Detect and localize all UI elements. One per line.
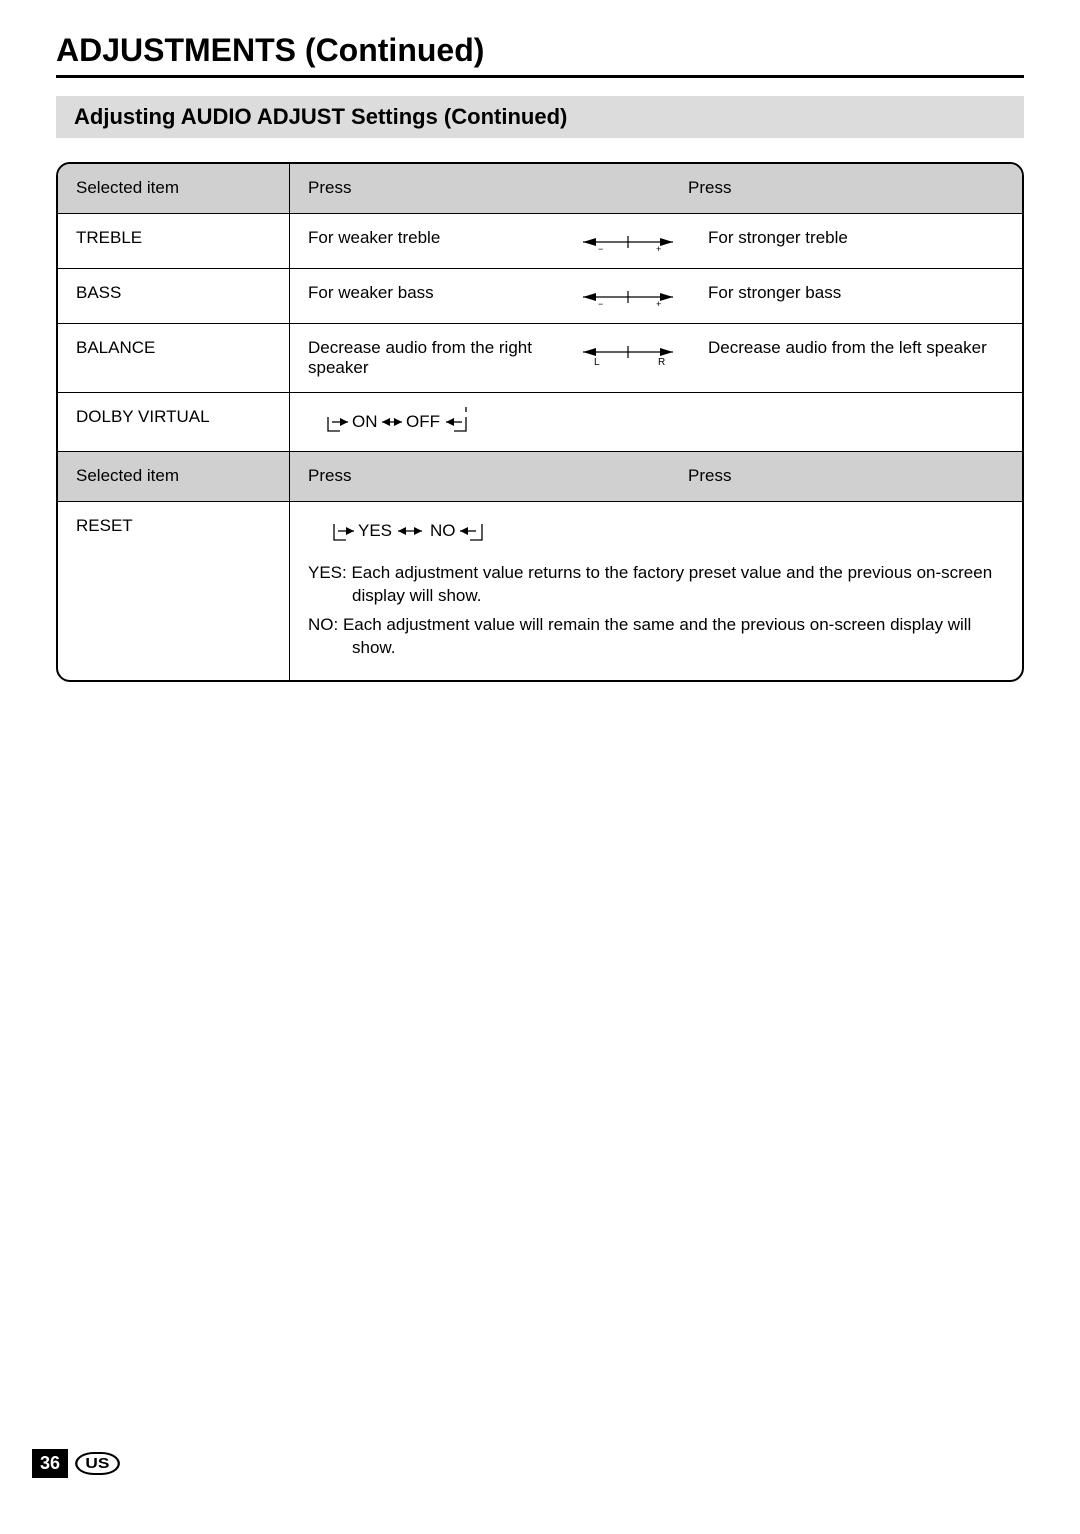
reset-toggle: YES NO <box>308 516 502 546</box>
reset-yes-desc: YES: Each adjustment value returns to th… <box>308 562 1004 608</box>
table-header-row-2: Selected item Press Press <box>58 452 1022 502</box>
section-heading: Adjusting AUDIO ADJUST Settings (Continu… <box>56 96 1024 138</box>
region-badge: US <box>75 1452 120 1475</box>
row-dolby-virtual: DOLBY VIRTUAL ON OFF <box>58 393 1022 452</box>
reset-no-label: NO <box>430 521 456 540</box>
svg-text:−: − <box>598 299 603 309</box>
dolby-off-label: OFF <box>406 412 440 431</box>
label-bass: BASS <box>58 269 290 323</box>
balance-left-desc: Decrease audio from the right speaker <box>308 338 568 378</box>
row-balance: BALANCE Decrease audio from the right sp… <box>58 324 1022 393</box>
settings-table: Selected item Press Press TREBLE For wea… <box>56 162 1024 682</box>
label-balance: BALANCE <box>58 324 290 392</box>
header-selected-item: Selected item <box>58 164 290 213</box>
svg-text:L: L <box>594 357 600 368</box>
header2-selected-item: Selected item <box>58 452 290 501</box>
balance-right-desc: Decrease audio from the left speaker <box>688 338 1004 358</box>
slider-left-mark: − <box>598 244 603 254</box>
row-reset: RESET YES NO <box>58 502 1022 680</box>
bass-slider-icon: − + <box>568 283 688 309</box>
reset-no-desc: NO: Each adjustment value will remain th… <box>308 614 1004 660</box>
manual-page: ADJUSTMENTS (Continued) Adjusting AUDIO … <box>0 0 1080 682</box>
row-treble: TREBLE For weaker treble − + For stronge… <box>58 214 1022 269</box>
bass-right-desc: For stronger bass <box>688 283 1004 303</box>
svg-text:R: R <box>658 357 665 368</box>
label-treble: TREBLE <box>58 214 290 268</box>
cell-treble: For weaker treble − + For stronger trebl… <box>290 214 1022 268</box>
header-press-cols: Press Press <box>290 164 1022 213</box>
cell-dolby-virtual: ON OFF <box>290 393 1022 451</box>
header-press-right: Press <box>688 178 1004 198</box>
svg-text:+: + <box>656 299 661 309</box>
cell-reset: YES NO YES: Each adjustment value return… <box>290 502 1022 680</box>
row-bass: BASS For weaker bass − + For stronger ba… <box>58 269 1022 324</box>
header2-press-right: Press <box>688 466 1004 486</box>
main-title: ADJUSTMENTS (Continued) <box>56 32 1024 69</box>
header2-press-cols: Press Press <box>290 452 1022 501</box>
page-footer: 36 US <box>32 1449 117 1478</box>
slider-right-mark: + <box>656 244 661 254</box>
balance-slider-icon: L R <box>568 338 688 368</box>
treble-left-desc: For weaker treble <box>308 228 568 248</box>
reset-yes-label: YES <box>358 521 392 540</box>
table-header-row: Selected item Press Press <box>58 164 1022 214</box>
bass-left-desc: For weaker bass <box>308 283 568 303</box>
dolby-toggle: ON OFF <box>308 407 486 437</box>
title-rule <box>56 75 1024 78</box>
treble-right-desc: For stronger treble <box>688 228 1004 248</box>
label-dolby-virtual: DOLBY VIRTUAL <box>58 393 290 451</box>
treble-slider-icon: − + <box>568 228 688 254</box>
header2-press-left: Press <box>308 466 688 486</box>
cell-bass: For weaker bass − + For stronger bass <box>290 269 1022 323</box>
dolby-on-label: ON <box>352 412 378 431</box>
page-number: 36 <box>32 1449 68 1478</box>
cell-balance: Decrease audio from the right speaker L … <box>290 324 1022 392</box>
label-reset: RESET <box>58 502 290 680</box>
header-press-left: Press <box>308 178 688 198</box>
reset-descriptions: YES: Each adjustment value returns to th… <box>308 562 1004 666</box>
